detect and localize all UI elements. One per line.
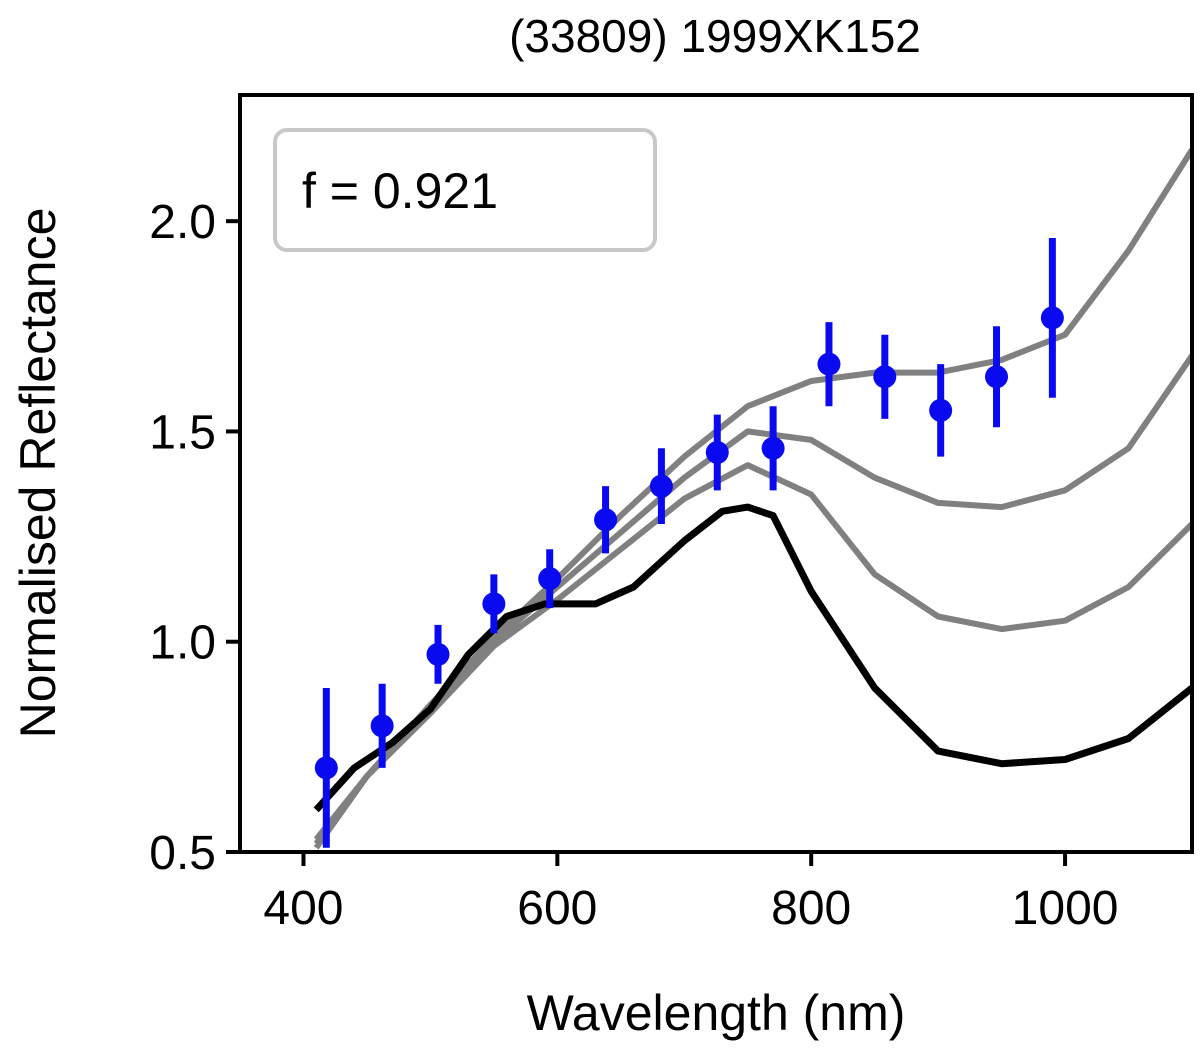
series-line-model-3 <box>313 148 1192 850</box>
observed-point-group <box>985 326 1009 428</box>
observed-point-group <box>482 574 506 634</box>
observed-point-group <box>1040 237 1064 398</box>
points-layer <box>314 237 1064 848</box>
x-tick-label: 800 <box>771 882 851 935</box>
data-point <box>314 756 338 780</box>
data-point <box>538 567 562 591</box>
chart-title: (33809) 1999XK152 <box>509 10 921 62</box>
y-tick-label: 0.5 <box>149 827 216 880</box>
observed-point-group <box>649 448 673 524</box>
series-line-base <box>313 503 1192 813</box>
y-tick-label: 2.0 <box>149 196 216 249</box>
x-tick-label: 1000 <box>1012 882 1119 935</box>
series-line-model-2 <box>313 354 1192 846</box>
observed-point-group <box>929 364 953 457</box>
observed-point-group <box>873 334 897 419</box>
data-point <box>705 440 729 464</box>
data-point <box>1040 306 1064 330</box>
observed-point-group <box>426 624 450 684</box>
observed-point-group <box>314 687 338 848</box>
data-point <box>817 352 841 376</box>
data-point <box>985 365 1009 389</box>
x-tick-label: 400 <box>263 882 343 935</box>
data-point <box>482 592 506 616</box>
observed-point-group <box>594 486 618 554</box>
legend-frame <box>273 128 657 252</box>
observed-point-group <box>761 406 785 491</box>
data-point <box>761 436 785 460</box>
x-axis-label: Wavelength (nm) <box>527 985 906 1041</box>
observed-point-group <box>538 549 562 609</box>
annotation-text: f = 0.921 <box>302 163 498 219</box>
ticks-layer: 400 600 800 1000 0.5 1.0 1.5 2.0 <box>149 196 1118 935</box>
data-point <box>929 398 953 422</box>
plot-frame <box>238 93 1194 854</box>
data-point <box>649 474 673 498</box>
observed-point-group <box>370 683 394 768</box>
y-tick-label: 1.5 <box>149 406 216 459</box>
data-point <box>370 714 394 738</box>
data-point <box>426 642 450 666</box>
y-tick-label: 1.0 <box>149 617 216 670</box>
x-tick-label: 600 <box>517 882 597 935</box>
observed-point-group <box>817 322 841 407</box>
y-axis-label: Normalised Reflectance <box>10 208 66 739</box>
series-layer <box>313 148 1192 850</box>
data-point <box>594 508 618 532</box>
data-point <box>873 365 897 389</box>
observed-point-group <box>705 414 729 491</box>
legend-box: f = 0.921 <box>273 128 657 252</box>
